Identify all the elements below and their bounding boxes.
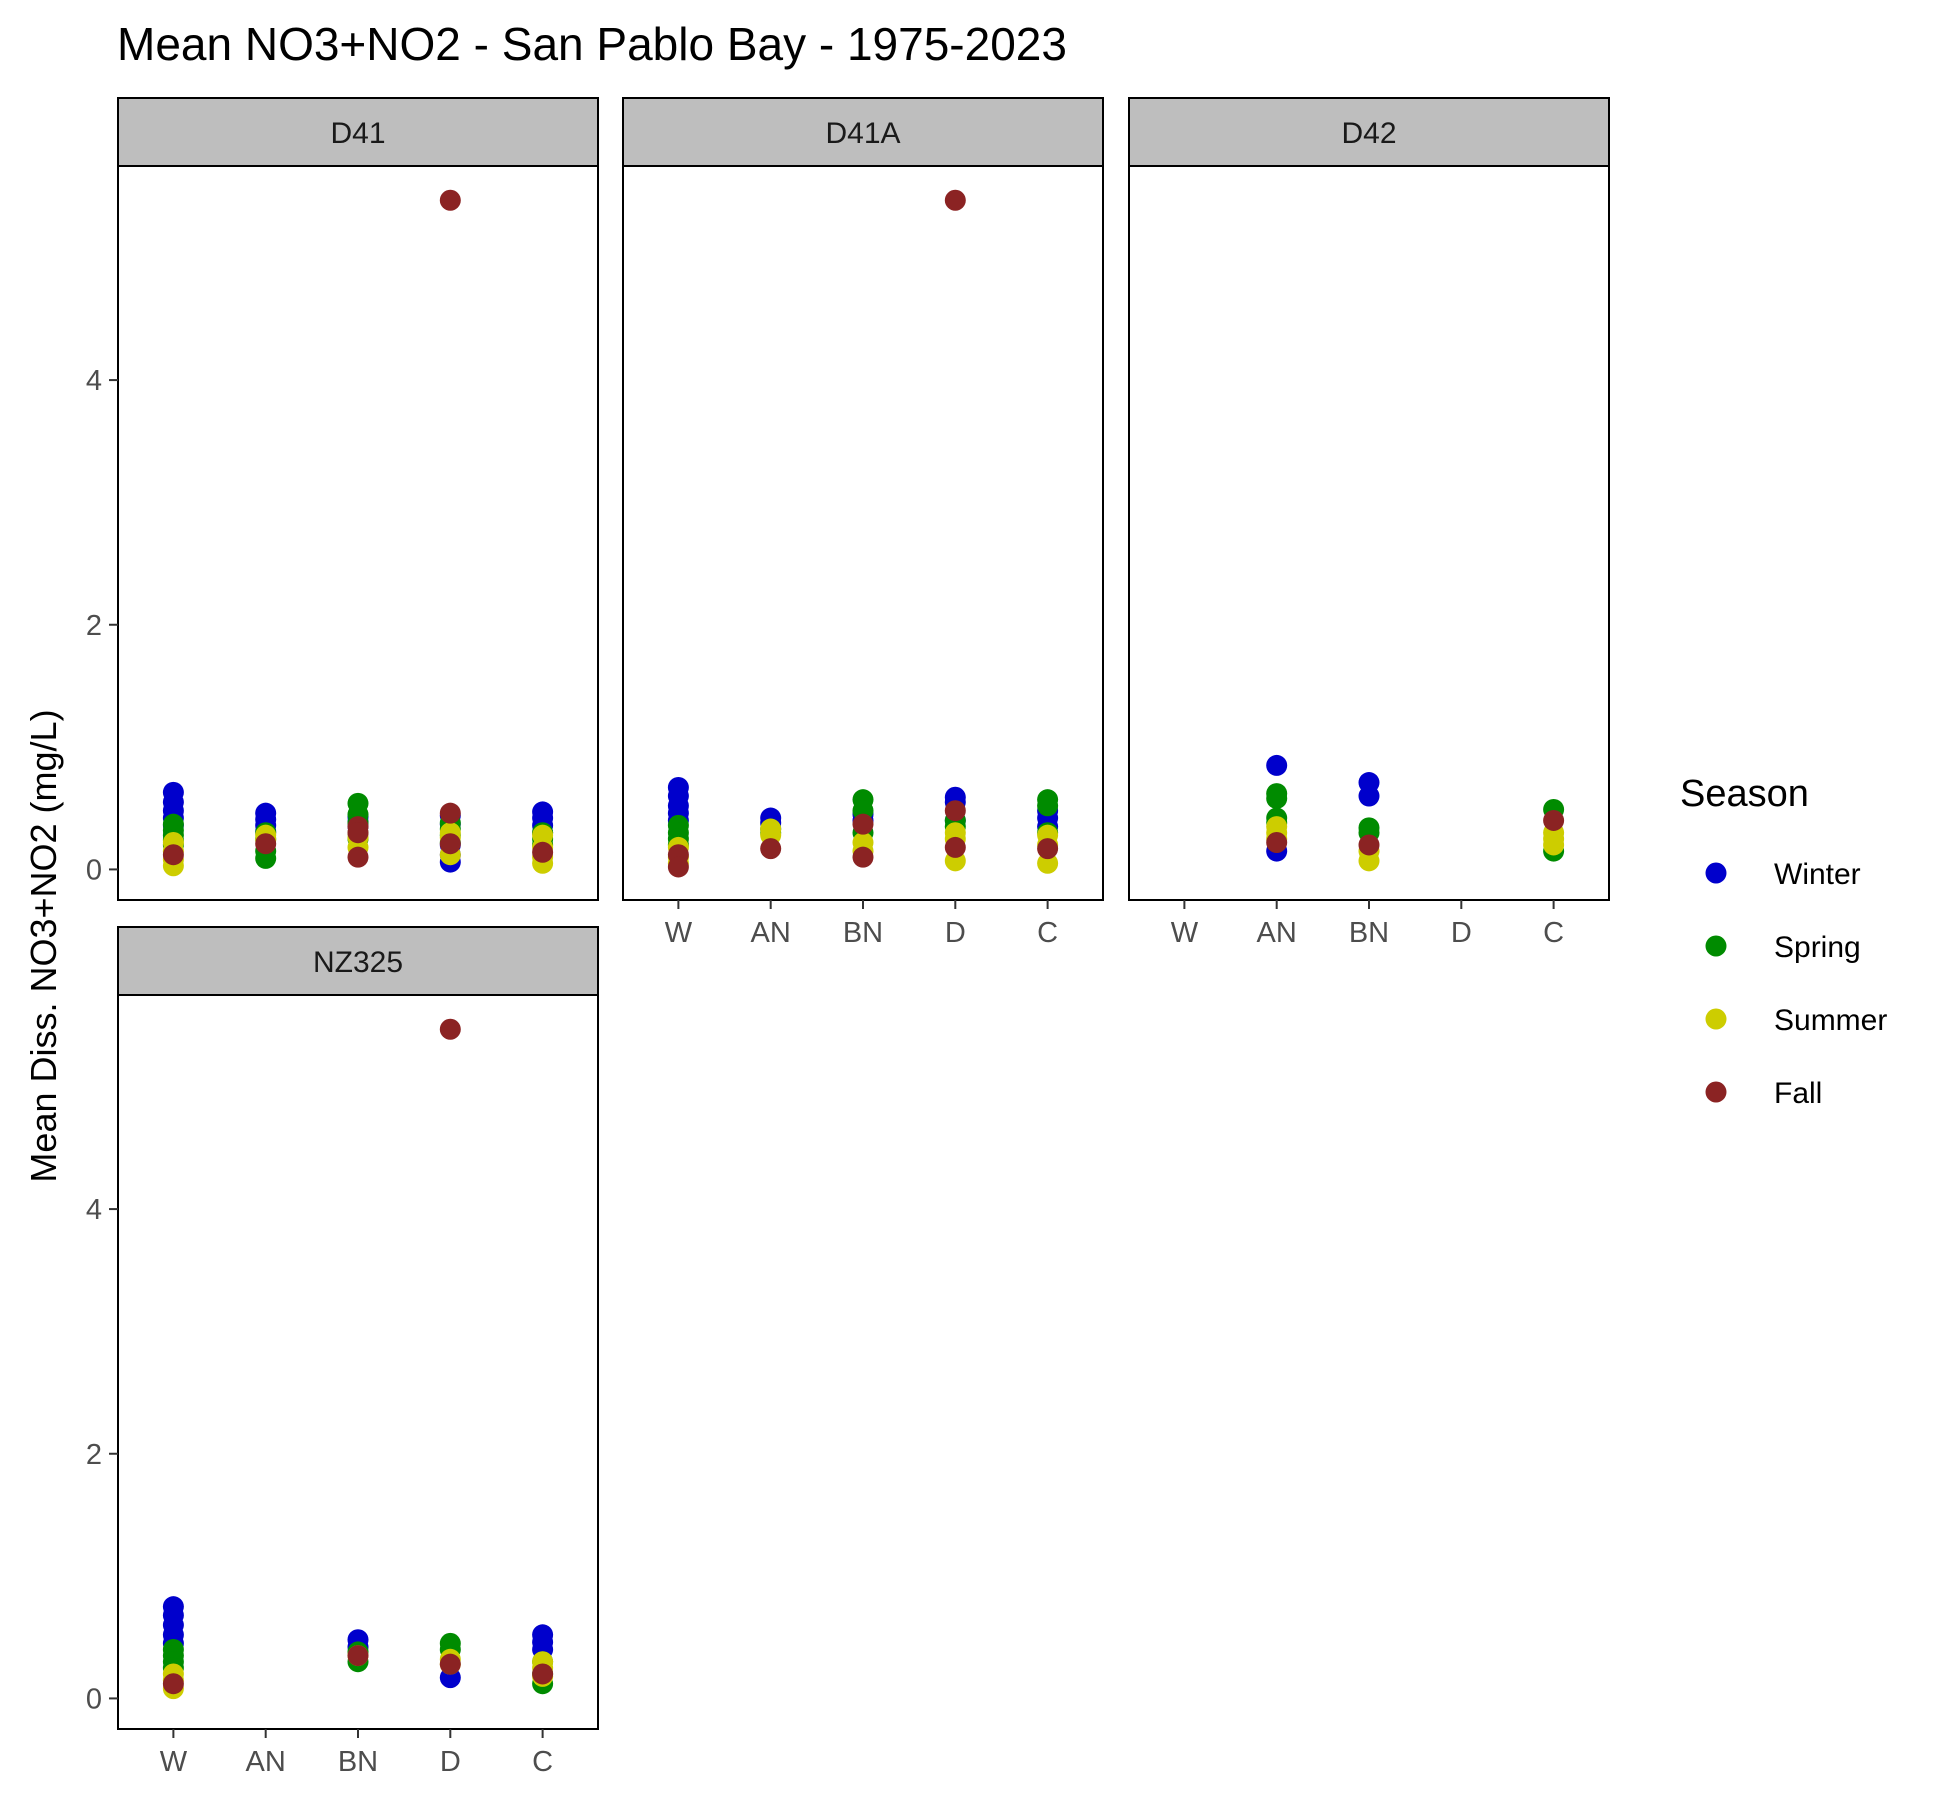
facet-strip: [117, 97, 599, 167]
x-tick-label: AN: [1257, 917, 1297, 949]
data-point-fall: [532, 1663, 554, 1685]
data-point-fall: [760, 838, 782, 860]
legend-key-summer: [1705, 1008, 1727, 1030]
series-fall: [162, 189, 554, 868]
legend-key-fall: [1705, 1081, 1727, 1103]
data-point-fall: [1266, 832, 1288, 854]
y-tick-label: 2: [86, 610, 102, 642]
series-fall: [162, 1018, 554, 1695]
y-axis-label: Mean Diss. NO3+NO2 (mg/L): [23, 709, 64, 1182]
x-tick-label: AN: [751, 917, 791, 949]
data-point-fall: [1543, 809, 1565, 831]
x-tick-label: W: [665, 917, 693, 949]
data-point-spring: [1037, 795, 1059, 817]
data-point-fall: [162, 844, 184, 866]
legend-label-spring: Spring: [1774, 931, 1861, 964]
data-point-fall: [944, 800, 966, 822]
data-point-fall: [1358, 834, 1380, 856]
legend-key-winter: [1705, 862, 1727, 884]
series-winter: [1266, 754, 1380, 862]
legend-label-winter: Winter: [1774, 858, 1861, 891]
facet-strip: [1128, 97, 1610, 167]
legend: Season Winter Spring Summer Fall: [1680, 773, 1887, 1110]
data-point-fall: [944, 836, 966, 858]
data-point-fall: [347, 846, 369, 868]
data-point-fall: [347, 822, 369, 844]
data-point-fall: [944, 189, 966, 211]
data-point-fall: [532, 841, 554, 863]
x-tick-label: BN: [843, 917, 883, 949]
legend-key-spring: [1705, 935, 1727, 957]
data-point-fall: [439, 833, 461, 855]
facet-strip-label: D41A: [825, 117, 900, 150]
facet-plot-area: [117, 994, 599, 1730]
x-tick-label: W: [160, 1746, 188, 1778]
facet-plot-area: [622, 165, 1104, 901]
data-point-winter: [1266, 754, 1288, 776]
data-point-fall: [852, 846, 874, 868]
legend-label-fall: Fall: [1774, 1077, 1822, 1110]
data-point-summer: [1543, 834, 1565, 856]
x-tick-label: C: [1543, 917, 1564, 949]
y-tick-label: 4: [86, 365, 102, 397]
x-tick-label: D: [1451, 917, 1472, 949]
data-point-spring: [1266, 787, 1288, 809]
facet-plot-area: [117, 165, 599, 901]
data-point-fall: [852, 813, 874, 835]
data-point-fall: [439, 189, 461, 211]
series-fall: [667, 189, 1059, 878]
facet-panel-nz325: NZ325 0 2 4 W AN BN D C: [86, 926, 599, 1778]
x-tick-label: BN: [1349, 917, 1389, 949]
data-point-fall: [1037, 838, 1059, 860]
y-tick-label: 0: [86, 854, 102, 886]
facet-strip-label: D42: [1341, 117, 1396, 150]
x-tick-label: D: [945, 917, 966, 949]
data-point-summer: [1037, 852, 1059, 874]
data-point-winter: [1358, 785, 1380, 807]
facet-panel-d41a: D41A W AN BN D C: [622, 97, 1104, 949]
facet-strip: [117, 926, 599, 996]
legend-title: Season: [1680, 773, 1809, 815]
chart-title: Mean NO3+NO2 - San Pablo Bay - 1975-2023: [117, 18, 1067, 70]
legend-label-summer: Summer: [1774, 1004, 1887, 1037]
x-tick-label: C: [532, 1746, 553, 1778]
data-point-fall: [439, 802, 461, 824]
y-tick-label: 2: [86, 1439, 102, 1471]
data-point-summer: [1358, 850, 1380, 872]
data-point-fall: [255, 833, 277, 855]
x-tick-label: D: [440, 1746, 461, 1778]
x-tick-label: C: [1037, 917, 1058, 949]
data-point-fall: [439, 1018, 461, 1040]
series-fall: [1266, 809, 1565, 856]
facet-panel-d41: D41 0 2 4: [86, 97, 599, 901]
x-tick-label: AN: [246, 1746, 286, 1778]
y-tick-label: 0: [86, 1683, 102, 1715]
data-point-fall: [162, 1673, 184, 1695]
legend-entries: Winter Spring Summer Fall: [1705, 858, 1887, 1110]
x-tick-label: W: [1171, 917, 1199, 949]
y-tick-label: 4: [86, 1194, 102, 1226]
data-point-fall: [347, 1645, 369, 1667]
data-point-fall: [667, 856, 689, 878]
panels-layer: D41 0 2 4 D41A W AN BN D C D42 W AN BN D C NZ325 0 2 4 W AN BN…: [86, 97, 1610, 1778]
facet-panel-d42: D42 W AN BN D C: [1128, 97, 1610, 949]
facet-strip-label: D41: [330, 117, 385, 150]
data-point-spring: [255, 847, 277, 869]
facet-strip-label: NZ325: [313, 946, 403, 979]
data-point-fall: [439, 1653, 461, 1675]
x-tick-label: BN: [338, 1746, 378, 1778]
